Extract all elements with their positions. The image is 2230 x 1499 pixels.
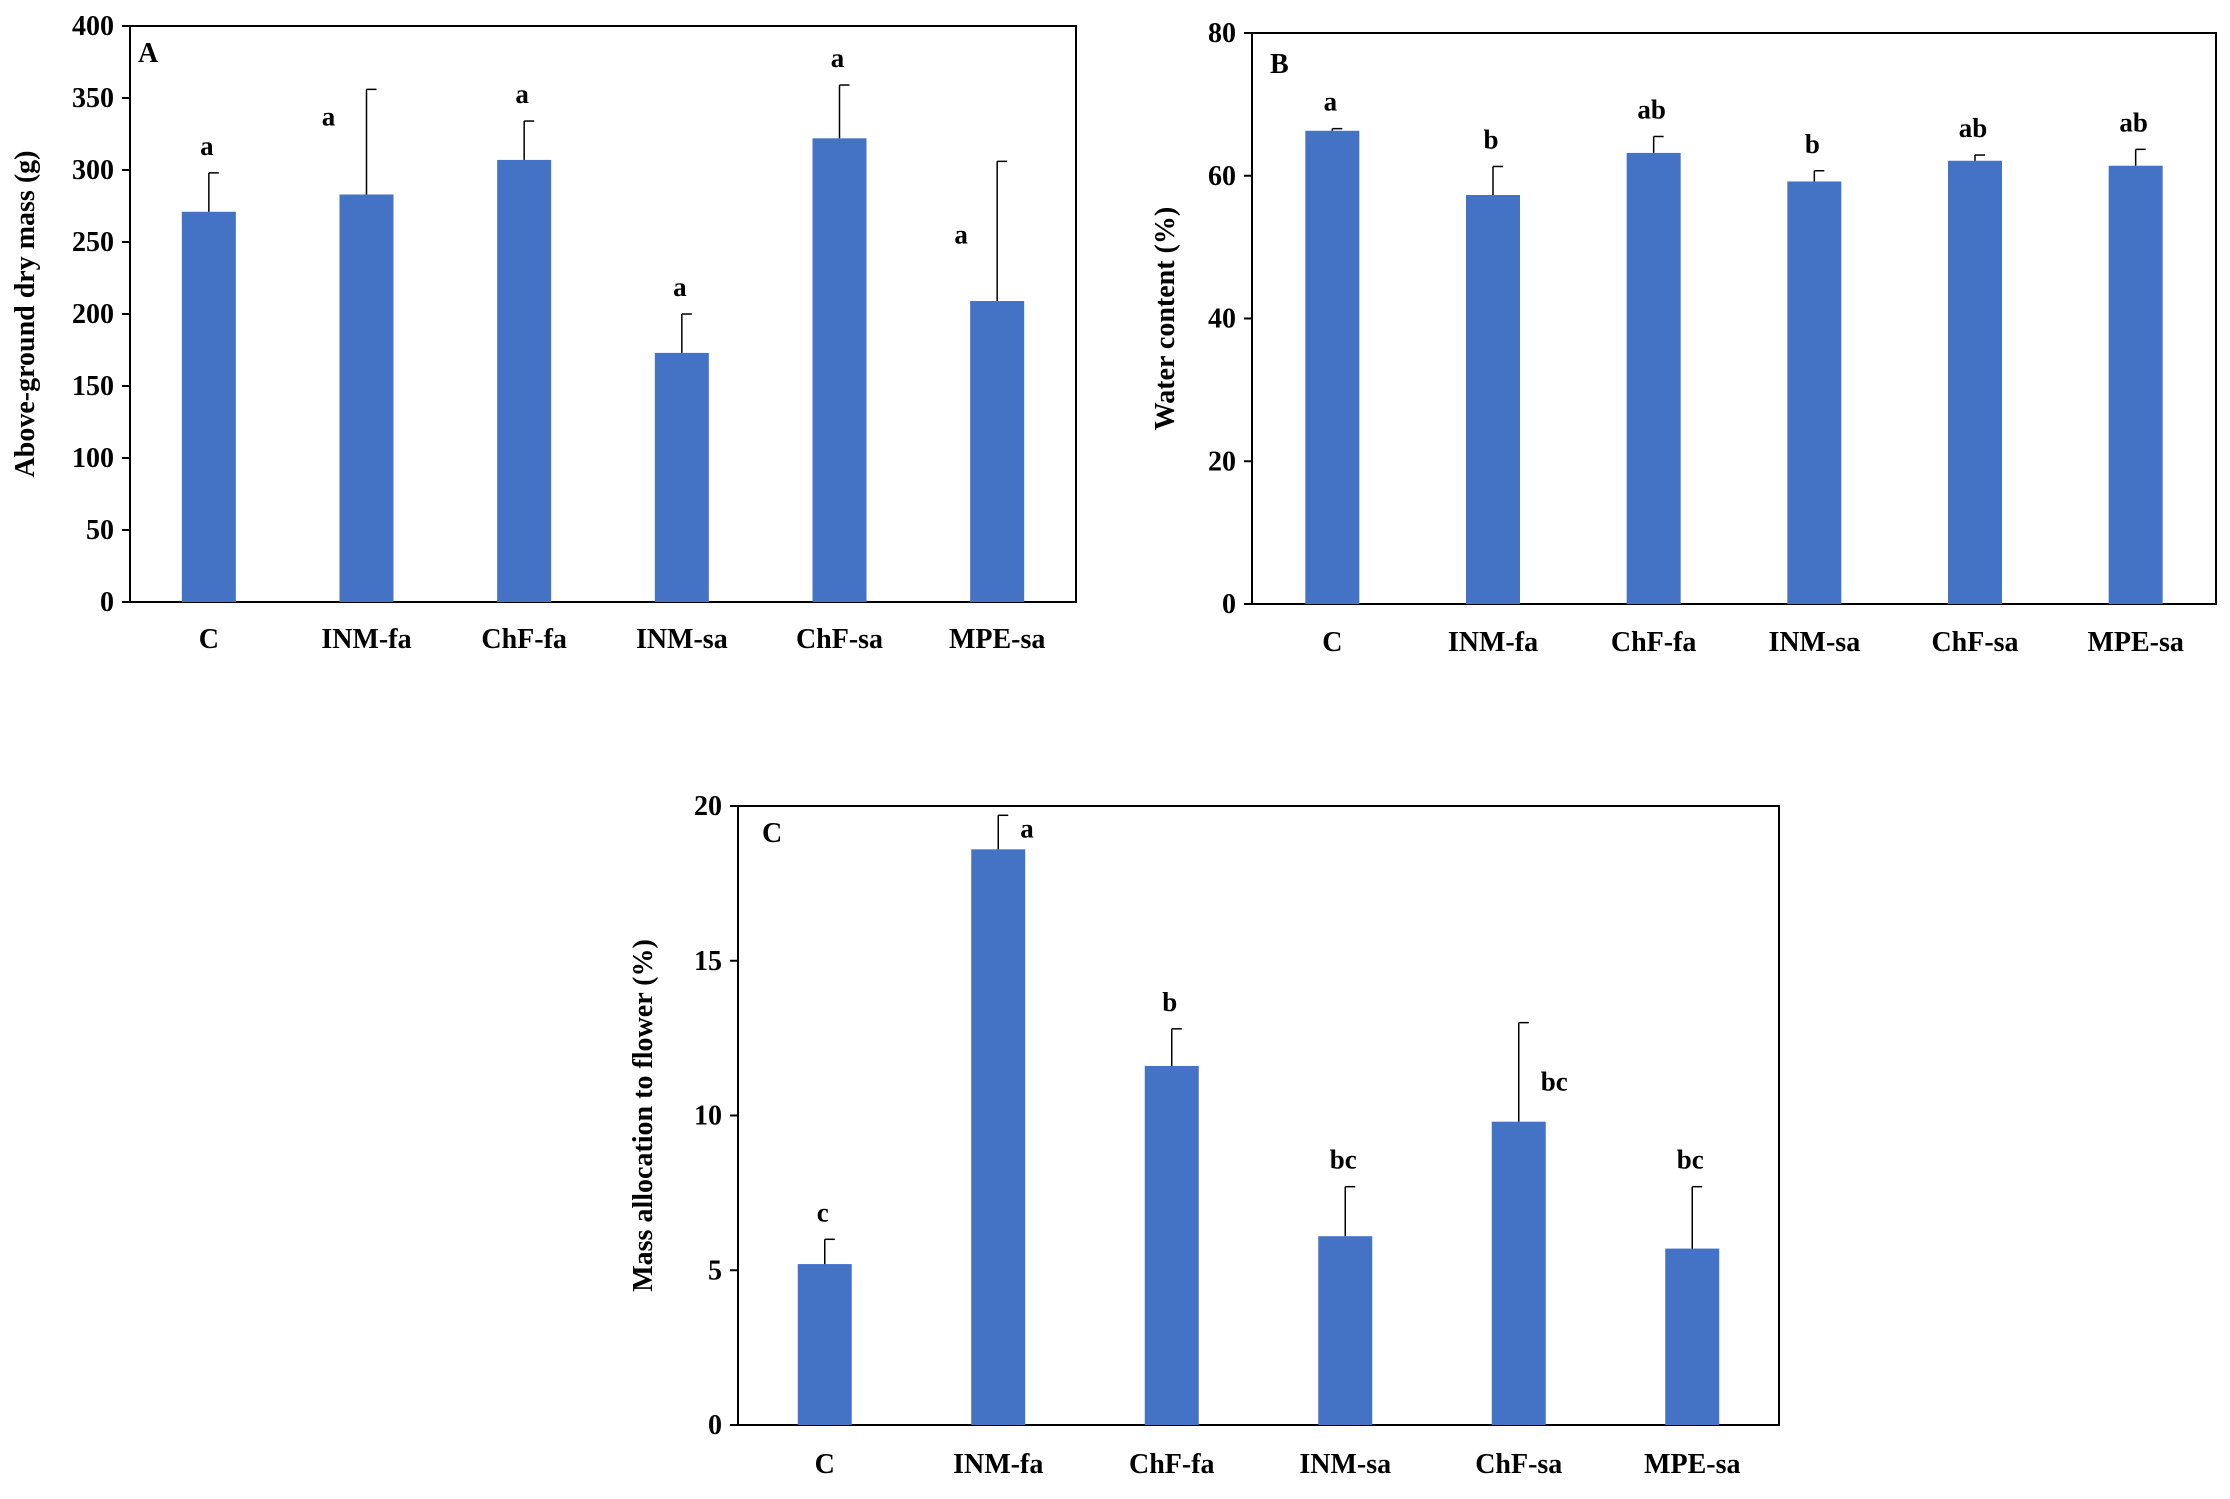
bar-inm-sa	[654, 352, 709, 602]
bar-chf-fa	[497, 159, 552, 603]
plot-area-frame	[1251, 32, 2217, 605]
bar-mpe-sa	[2108, 165, 2163, 604]
chart-panel-a: 0 50 100 150 200 250 300 350 400 A Above-ground dr…	[10, 11, 1077, 655]
bar-inm-fa	[971, 849, 1026, 1425]
y-tick-label: 250	[72, 227, 114, 258]
x-category-label: MPE-sa	[1644, 1449, 1740, 1480]
x-category-label: ChF-fa	[1129, 1449, 1215, 1480]
y-tick-label: 200	[72, 299, 114, 330]
x-category-label: ChF-fa	[1611, 627, 1697, 658]
x-category-label: INM-sa	[1299, 1449, 1391, 1480]
bar-chf-sa	[812, 138, 867, 602]
significance-letter: a	[1020, 813, 1034, 843]
y-tick-label: 100	[72, 443, 114, 474]
y-tick-label: 15	[694, 946, 722, 977]
x-category-label: ChF-sa	[796, 624, 883, 655]
bar-c	[797, 1264, 852, 1425]
y-axis-title: Above-ground dry mass (g)	[10, 151, 41, 478]
x-category-label: INM-sa	[1768, 627, 1860, 658]
chart-panel-c: 0 5 10 15 20 C Mass allocation to flower (%) Cc…	[628, 791, 1780, 1480]
bar-c	[1305, 130, 1360, 604]
bar-c	[181, 211, 236, 602]
y-axis-title: Water content (%)	[1150, 207, 1181, 430]
x-category-label: INM-fa	[321, 624, 411, 655]
significance-letter: a	[673, 272, 687, 302]
y-tick-label: 0	[100, 587, 114, 618]
x-category-label: C	[1322, 627, 1342, 658]
significance-letter: c	[817, 1197, 829, 1227]
y-tick-label: 50	[86, 515, 114, 546]
significance-letter: ab	[1959, 113, 1988, 143]
y-tick-label: 5	[708, 1255, 722, 1286]
y-axis-title: Mass allocation to flower (%)	[628, 939, 659, 1292]
significance-letter: b	[1805, 129, 1820, 159]
x-category-label: MPE-sa	[2087, 627, 2183, 658]
significance-letter: bc	[1541, 1067, 1568, 1097]
bar-chf-sa	[1491, 1121, 1546, 1425]
significance-letter: b	[1483, 124, 1498, 154]
y-tick-label: 60	[1208, 161, 1236, 192]
bar-chf-fa	[1626, 152, 1681, 604]
x-category-label: C	[815, 1449, 835, 1480]
significance-letter: a	[200, 131, 214, 161]
panel-label: A	[138, 38, 159, 69]
y-tick-label: 0	[708, 1410, 722, 1441]
bar-mpe-sa	[970, 301, 1025, 602]
bar-chf-sa	[1948, 160, 2002, 605]
x-category-label: INM-fa	[1448, 627, 1538, 658]
y-tick-label: 350	[72, 83, 114, 114]
x-category-label: INM-fa	[953, 1449, 1043, 1480]
y-tick-label: 10	[694, 1101, 722, 1132]
bar-inm-sa	[1787, 181, 1842, 604]
bar-mpe-sa	[1665, 1248, 1720, 1425]
y-tick-label: 20	[1208, 446, 1236, 477]
y-tick-label: 80	[1208, 18, 1236, 49]
significance-letter: a	[954, 219, 968, 249]
y-tick-label: 40	[1208, 304, 1236, 335]
x-category-label: ChF-sa	[1475, 1449, 1562, 1480]
plot-area-frame	[129, 25, 1077, 603]
panel-label: B	[1270, 49, 1289, 80]
x-category-label: MPE-sa	[949, 624, 1045, 655]
bar-inm-fa	[339, 194, 394, 603]
x-category-label: INM-sa	[636, 624, 728, 655]
significance-letter: bc	[1677, 1145, 1704, 1175]
significance-letter: ab	[1637, 94, 1666, 124]
bar-chf-fa	[1144, 1065, 1199, 1425]
y-tick-label: 0	[1222, 589, 1236, 620]
significance-letter: a	[831, 43, 845, 73]
panel-label: C	[762, 818, 782, 849]
significance-letter: a	[515, 79, 529, 109]
significance-letter: ab	[2119, 107, 2148, 137]
y-tick-label: 300	[72, 155, 114, 186]
x-category-label: ChF-sa	[1931, 627, 2018, 658]
bar-inm-fa	[1466, 195, 1520, 605]
significance-letter: a	[1324, 87, 1338, 117]
y-tick-label: 400	[72, 11, 114, 42]
x-category-label: C	[199, 624, 219, 655]
plot-area-frame	[737, 805, 1780, 1426]
significance-letter: a	[322, 101, 336, 131]
bar-inm-sa	[1318, 1236, 1373, 1425]
y-tick-label: 150	[72, 371, 114, 402]
x-category-label: ChF-fa	[481, 624, 567, 655]
significance-letter: b	[1162, 987, 1177, 1017]
significance-letter: bc	[1330, 1145, 1357, 1175]
chart-panel-b: 0 20 40 60 80 B Water content (%) Ca INM-fa b ChF-…	[1150, 18, 2217, 658]
y-tick-label: 20	[694, 791, 722, 822]
